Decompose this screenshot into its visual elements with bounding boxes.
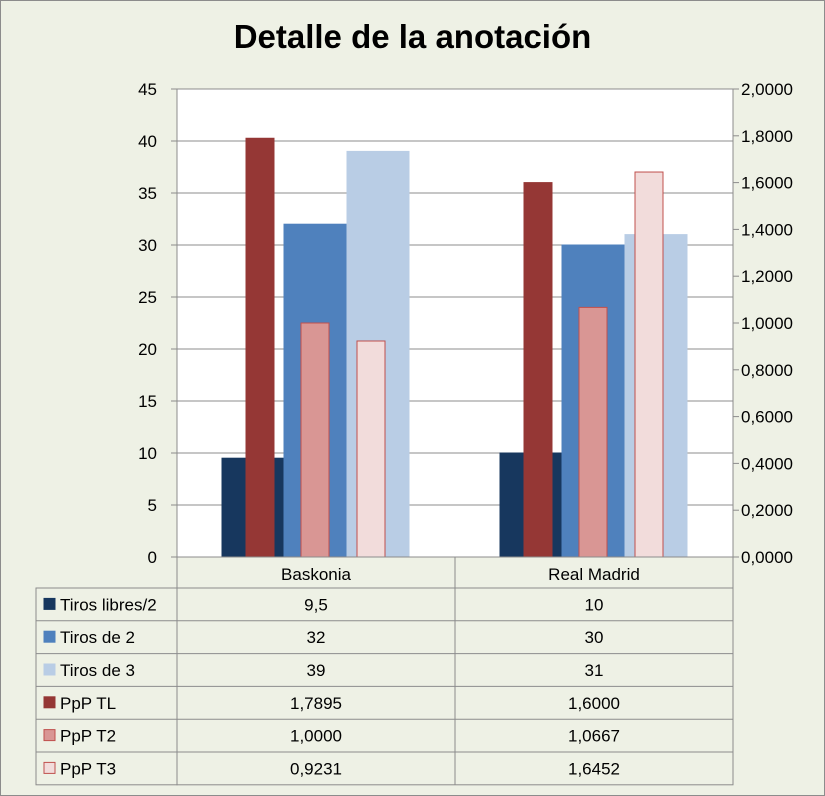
data-label: 30: [585, 628, 604, 647]
bar-ppp-tl-0: [245, 137, 275, 558]
right-tick-label: 1,4000: [741, 220, 793, 239]
legend-label: PpP T3: [60, 759, 116, 778]
right-tick-label: 1,2000: [741, 267, 793, 286]
right-tick-label: 0,2000: [741, 501, 793, 520]
right-tick-label: 2,0000: [741, 80, 793, 99]
right-tick-label: 0,8000: [741, 361, 793, 380]
chart-title: Detalle de la anotación: [233, 18, 592, 55]
left-tick-label: 10: [138, 444, 157, 463]
bar-ppp-t2-0: [300, 322, 330, 558]
data-label: 1,0000: [290, 727, 342, 746]
right-tick-label: 0,6000: [741, 408, 793, 427]
data-label: 1,6452: [568, 759, 620, 778]
data-label: 9,5: [304, 595, 328, 614]
left-tick-label: 15: [138, 392, 157, 411]
left-tick-label: 45: [138, 80, 157, 99]
bar-ppp-t2-1: [578, 306, 608, 558]
bar-ppp-tl-1: [523, 182, 553, 558]
data-label: 1,6000: [568, 694, 620, 713]
legend-label: Tiros de 3: [60, 661, 135, 680]
legend-label: Tiros libres/2: [60, 595, 157, 614]
right-tick-label: 1,6000: [741, 174, 793, 193]
left-tick-label: 0: [148, 548, 157, 567]
bar-ppp-t3-1: [634, 171, 664, 558]
left-tick-label: 35: [138, 184, 157, 203]
right-tick-label: 1,0000: [741, 314, 793, 333]
data-label: 1,7895: [290, 694, 342, 713]
left-tick-label: 25: [138, 288, 157, 307]
legend-swatch: [43, 696, 56, 709]
legend-label: Tiros de 2: [60, 628, 135, 647]
data-label: 39: [307, 661, 326, 680]
data-label: 32: [307, 628, 326, 647]
right-tick-label: 0,4000: [741, 454, 793, 473]
legend-swatch: [43, 729, 56, 742]
data-label: 0,9231: [290, 759, 342, 778]
left-tick-label: 30: [138, 236, 157, 255]
left-tick-label: 40: [138, 132, 157, 151]
left-tick-label: 5: [148, 496, 157, 515]
left-tick-label: 20: [138, 340, 157, 359]
category-label: Real Madrid: [548, 565, 640, 584]
legend-swatch: [43, 630, 56, 643]
data-label: 1,0667: [568, 727, 620, 746]
bar-ppp-t3-0: [356, 340, 386, 558]
legend-swatch: [43, 597, 56, 610]
legend-label: PpP T2: [60, 727, 116, 746]
right-tick-label: 1,8000: [741, 127, 793, 146]
data-label: 10: [585, 595, 604, 614]
category-label: Baskonia: [281, 565, 351, 584]
legend-swatch: [43, 761, 56, 774]
legend-label: PpP TL: [60, 694, 116, 713]
right-tick-label: 0,0000: [741, 548, 793, 567]
data-label: 31: [585, 661, 604, 680]
legend-swatch: [43, 663, 56, 676]
